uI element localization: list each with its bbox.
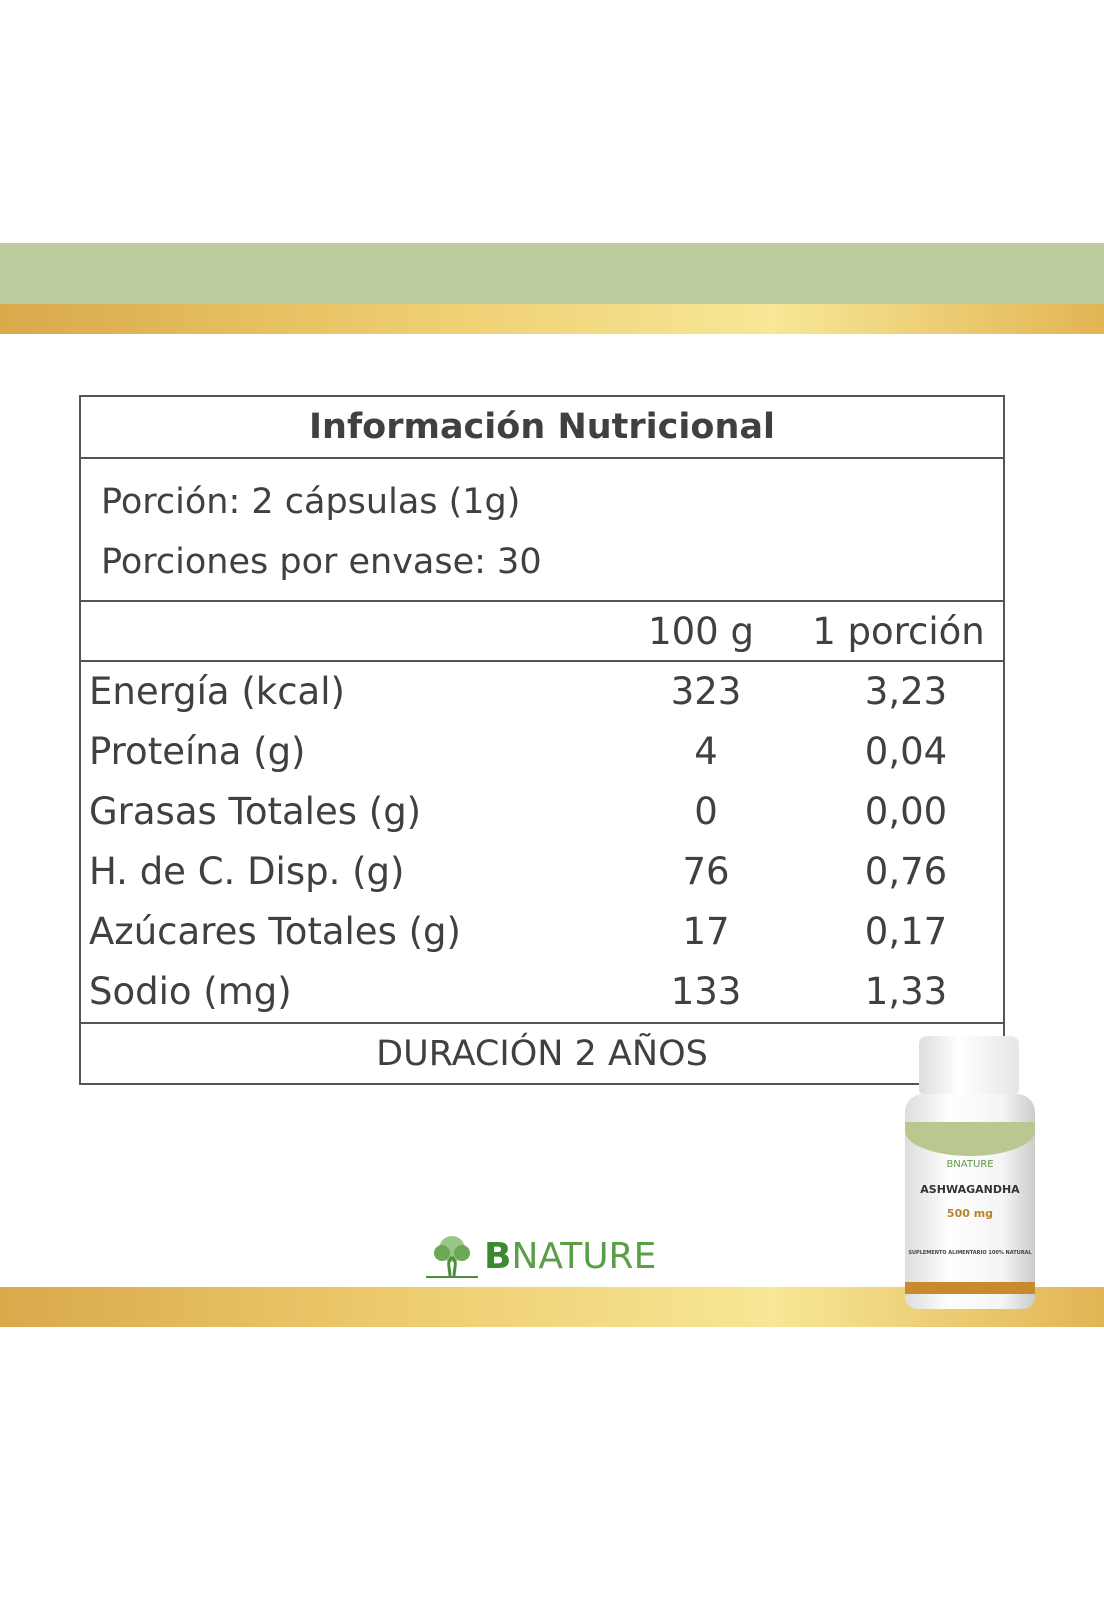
nutrient-label: Proteína (g): [89, 730, 306, 773]
value-per-serving: 0,76: [864, 850, 948, 893]
bottle-product-name: ASHWAGANDHA: [920, 1183, 1020, 1196]
value-per-100g: 76: [682, 850, 730, 893]
duration-footer: DURACIÓN 2 AÑOS: [376, 1034, 708, 1074]
bottle-dose: 500 mg: [946, 1207, 994, 1220]
divider: [81, 600, 1003, 602]
nutrient-label: Energía (kcal): [89, 670, 345, 713]
logo-text: NATURE: [511, 1236, 657, 1277]
tree-icon: [426, 1236, 478, 1278]
bottle-body: BNATURE ASHWAGANDHA 500 mg SUPLEMENTO AL…: [905, 1094, 1035, 1309]
servings-per-container: Porciones por envase: 30: [101, 542, 542, 582]
product-bottle-image: BNATURE ASHWAGANDHA 500 mg SUPLEMENTO AL…: [905, 1036, 1035, 1311]
nutrient-row: Proteína (g) 4 0,04: [81, 722, 1003, 782]
value-per-serving: 3,23: [864, 670, 948, 713]
nutrient-row: H. de C. Disp. (g) 76 0,76: [81, 842, 1003, 902]
column-header-100g: 100 g: [648, 610, 754, 653]
bottle-brand: BNATURE: [946, 1159, 994, 1170]
nutrient-row: Azúcares Totales (g) 17 0,17: [81, 902, 1003, 962]
nutrient-label: Grasas Totales (g): [89, 790, 422, 833]
value-per-serving: 0,17: [864, 910, 948, 953]
logo-wordmark: B NATURE: [484, 1232, 656, 1282]
value-per-serving: 1,33: [864, 970, 948, 1013]
nutrition-table: Información Nutricional Porción: 2 cápsu…: [79, 395, 1005, 1085]
nutrient-label: Sodio (mg): [89, 970, 292, 1013]
bottle-subtitle: SUPLEMENTO ALIMENTARIO 100% NATURAL: [908, 1250, 1032, 1256]
table-title: Información Nutricional: [309, 407, 775, 447]
divider: [81, 457, 1003, 459]
value-per-100g: 0: [694, 790, 718, 833]
gold-band-top: [0, 304, 1104, 334]
nutrient-label: H. de C. Disp. (g): [89, 850, 405, 893]
green-band: [0, 243, 1104, 304]
nutrient-row: Energía (kcal) 323 3,23: [81, 662, 1003, 722]
divider: [81, 1022, 1003, 1024]
nutrient-row: Grasas Totales (g) 0 0,00: [81, 782, 1003, 842]
value-per-100g: 17: [682, 910, 730, 953]
value-per-100g: 4: [694, 730, 718, 773]
value-per-100g: 323: [670, 670, 742, 713]
nutrient-row: Sodio (mg) 133 1,33: [81, 962, 1003, 1022]
value-per-serving: 0,00: [864, 790, 948, 833]
column-header-row: 100 g 1 porción: [81, 602, 1003, 660]
nutrient-label: Azúcares Totales (g): [89, 910, 461, 953]
logo-initial: B: [484, 1236, 512, 1277]
bnature-logo: B NATURE: [424, 1232, 674, 1282]
bottle-cap: [919, 1036, 1019, 1094]
column-header-serving: 1 porción: [812, 610, 985, 653]
serving-size: Porción: 2 cápsulas (1g): [101, 482, 521, 522]
divider: [81, 660, 1003, 662]
value-per-100g: 133: [670, 970, 742, 1013]
value-per-serving: 0,04: [864, 730, 948, 773]
